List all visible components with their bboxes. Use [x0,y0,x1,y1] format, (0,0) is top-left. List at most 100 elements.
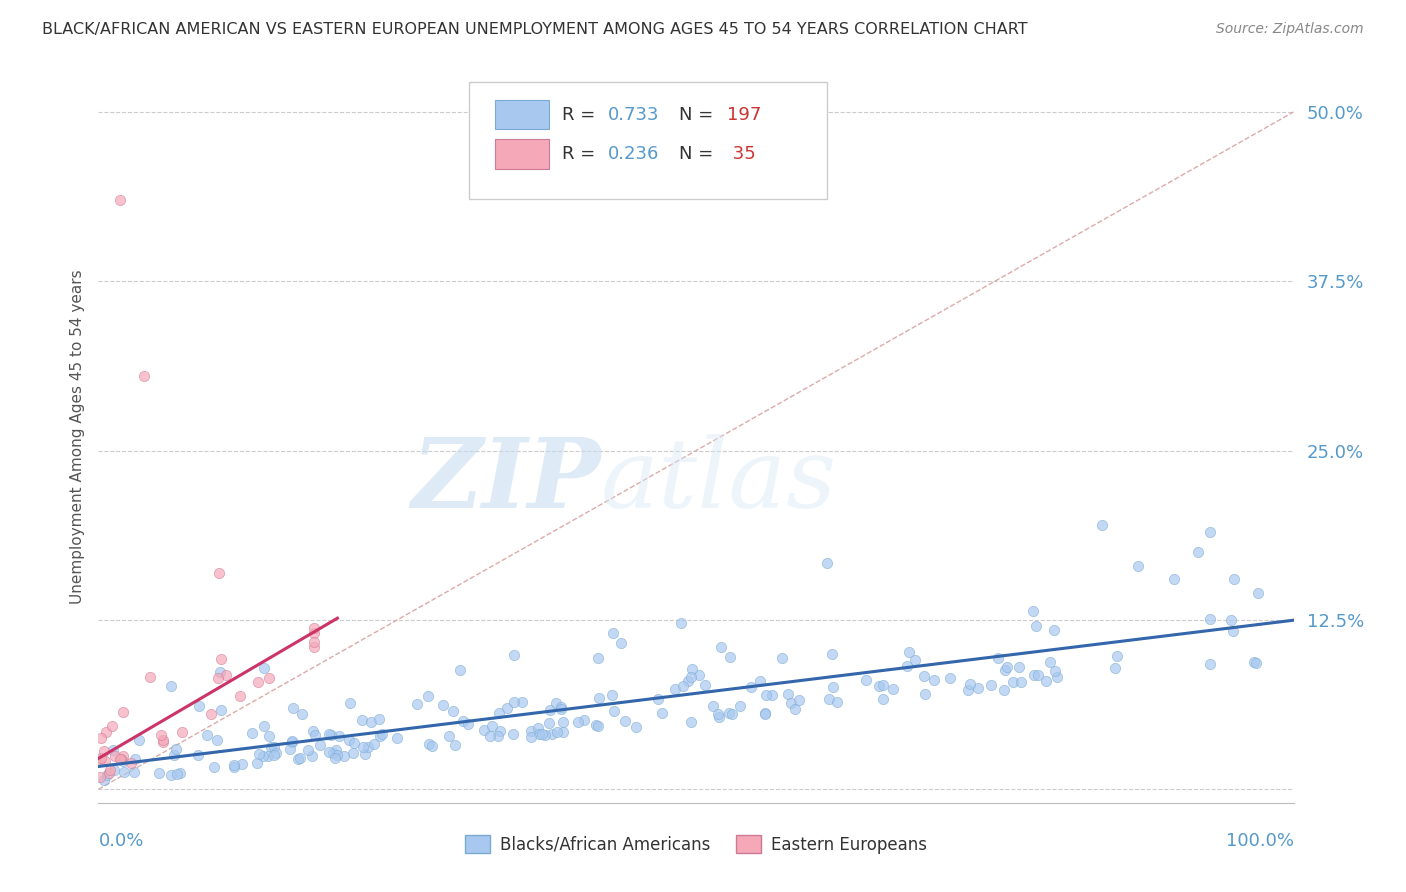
Point [502,727,524,741]
Point [488,706,510,721]
Point [128,733,150,747]
Point [120,756,142,770]
Point [754,707,776,722]
Point [993,682,1015,697]
Point [97,766,120,780]
Point [439,730,461,744]
Point [108,193,131,207]
Point [166,767,188,781]
Point [319,728,342,742]
Point [318,745,340,759]
Point [922,673,945,688]
Point [357,740,380,755]
Point [302,724,325,739]
Point [572,713,595,727]
Point [679,714,702,729]
FancyBboxPatch shape [470,82,828,200]
Point [550,700,572,714]
Point [855,673,877,687]
Point [1222,624,1244,638]
Point [1028,668,1050,682]
Point [202,760,225,774]
Point [761,688,783,702]
Point [868,679,890,693]
Point [912,669,935,683]
Point [339,696,361,710]
Point [207,732,229,747]
Point [783,702,806,716]
Point [111,749,134,764]
Point [187,748,209,763]
Point [263,748,285,763]
Point [264,746,287,760]
Point [720,706,742,721]
Point [825,695,848,709]
Point [209,652,232,666]
Point [302,625,325,640]
Point [1021,604,1043,618]
Point [489,724,512,739]
Point [101,719,124,733]
Point [748,673,770,688]
Point [688,668,710,682]
Point [526,721,548,735]
Point [160,768,183,782]
Text: 100.0%: 100.0% [1226,832,1294,850]
Text: 0.236: 0.236 [607,145,659,163]
Text: 0.0%: 0.0% [98,832,143,850]
Point [664,681,686,696]
Point [815,556,838,570]
Point [1107,649,1129,664]
Point [247,747,270,761]
Point [938,672,960,686]
Point [449,663,471,677]
Point [602,625,624,640]
Text: 35: 35 [727,145,756,163]
Point [770,651,793,665]
Point [1163,572,1185,586]
Point [538,703,561,717]
Point [676,673,699,688]
Point [326,748,349,763]
Point [370,727,392,741]
Point [1046,670,1069,684]
Point [257,671,280,685]
Point [363,737,385,751]
Point [93,743,115,757]
Point [150,728,173,742]
Point [778,687,800,701]
Point [187,698,209,713]
Point [112,764,135,779]
Point [112,705,135,719]
Point [586,719,609,733]
Point [693,678,716,692]
Point [1247,586,1270,600]
Point [96,768,118,782]
Text: Source: ZipAtlas.com: Source: ZipAtlas.com [1216,22,1364,37]
Point [818,692,841,706]
Point [1128,558,1150,573]
Point [257,749,280,764]
Point [603,704,626,718]
Point [90,750,112,764]
Point [94,725,117,739]
Point [368,713,391,727]
Point [257,729,280,743]
Point [551,724,574,739]
Point [1219,613,1241,627]
Point [478,729,501,743]
Point [586,651,609,665]
Point [252,748,274,763]
Point [301,748,323,763]
Point [672,679,695,693]
Point [546,724,568,739]
Text: N =: N = [679,145,720,163]
Text: BLACK/AFRICAN AMERICAN VS EASTERN EUROPEAN UNEMPLOYMENT AMONG AGES 45 TO 54 YEAR: BLACK/AFRICAN AMERICAN VS EASTERN EUROPE… [42,22,1028,37]
Point [122,765,145,780]
Point [208,566,231,580]
Point [481,719,503,733]
Point [342,746,364,760]
Point [1010,675,1032,690]
Point [534,728,557,742]
Point [290,706,312,721]
